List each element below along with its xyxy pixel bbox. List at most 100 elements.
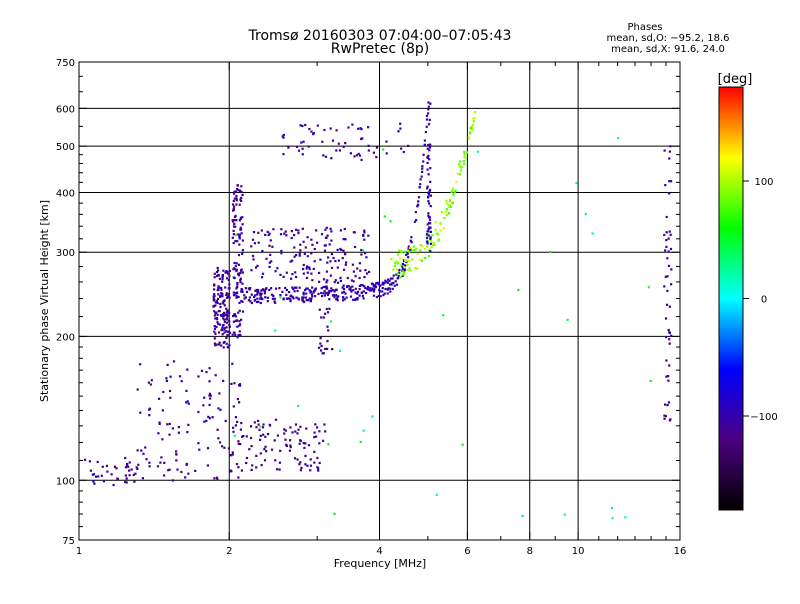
data-point — [133, 480, 136, 483]
data-point — [215, 343, 218, 346]
data-point — [217, 297, 220, 301]
data-point — [346, 276, 349, 280]
data-point — [237, 263, 240, 266]
data-point — [299, 249, 302, 252]
data-point — [263, 290, 266, 293]
data-point — [665, 215, 668, 219]
data-point — [379, 284, 382, 287]
y-tick-label: 75 — [62, 536, 75, 547]
data-point — [207, 415, 210, 418]
data-point — [293, 234, 296, 237]
data-point — [339, 229, 342, 232]
data-point — [430, 245, 433, 249]
data-point — [355, 154, 358, 157]
data-point — [208, 417, 211, 420]
data-point — [83, 458, 87, 461]
data-point — [222, 379, 225, 382]
data-point — [169, 396, 172, 399]
data-point — [452, 194, 455, 197]
data-point — [326, 347, 329, 350]
data-point — [239, 228, 243, 231]
data-point — [323, 423, 326, 426]
data-point — [442, 314, 445, 317]
data-point — [469, 127, 472, 130]
data-point — [322, 316, 325, 319]
data-point — [353, 155, 356, 158]
data-point — [250, 245, 253, 248]
data-point — [347, 284, 350, 288]
data-point — [442, 227, 445, 230]
data-point — [221, 274, 224, 277]
data-point — [261, 298, 264, 301]
data-point — [328, 243, 331, 246]
data-point — [354, 287, 357, 290]
data-point — [398, 271, 401, 274]
data-point — [255, 466, 258, 469]
data-point — [311, 279, 314, 282]
data-point — [145, 458, 148, 461]
data-point — [268, 232, 271, 235]
data-point — [264, 233, 267, 236]
data-point — [237, 384, 241, 387]
data-point — [160, 456, 163, 459]
data-point — [401, 266, 404, 269]
data-point — [375, 282, 378, 285]
data-point — [354, 298, 357, 301]
data-point — [268, 265, 271, 268]
data-point — [203, 396, 206, 399]
data-point — [610, 507, 613, 510]
data-point — [278, 468, 281, 471]
data-point — [327, 292, 331, 295]
data-point — [241, 193, 244, 197]
data-point — [213, 325, 216, 328]
data-point — [238, 237, 241, 240]
data-point — [213, 304, 216, 307]
data-point — [235, 203, 238, 206]
data-point — [237, 334, 240, 337]
data-point — [434, 220, 437, 224]
data-point — [162, 390, 165, 394]
data-point — [306, 464, 309, 467]
data-point — [281, 290, 284, 293]
data-point — [245, 456, 249, 460]
data-point — [341, 286, 344, 289]
data-point — [175, 450, 178, 453]
data-point — [124, 474, 127, 477]
data-point — [342, 249, 345, 252]
data-point — [228, 269, 231, 272]
data-point — [429, 102, 432, 105]
data-point — [427, 240, 430, 243]
data-point — [343, 290, 346, 293]
data-point — [318, 271, 321, 274]
data-point — [342, 287, 346, 290]
data-point — [427, 200, 430, 203]
data-point — [299, 469, 302, 472]
data-point — [337, 142, 340, 145]
data-point — [315, 435, 318, 438]
data-point — [239, 428, 242, 431]
data-point — [406, 269, 409, 272]
data-point — [240, 185, 243, 188]
data-point — [426, 147, 429, 150]
data-point — [329, 127, 332, 130]
data-point — [340, 248, 343, 251]
data-point — [319, 342, 322, 345]
data-point — [408, 250, 411, 253]
data-point — [325, 285, 328, 288]
data-point — [372, 151, 375, 154]
data-point — [649, 379, 652, 382]
data-point — [232, 241, 235, 245]
x-tick-label: 1 — [76, 546, 82, 557]
data-point — [449, 205, 452, 209]
data-point — [667, 379, 670, 382]
data-point — [234, 265, 237, 268]
data-point — [428, 248, 431, 251]
data-point — [223, 327, 226, 330]
data-point — [231, 451, 234, 454]
data-point — [205, 419, 208, 422]
data-point — [668, 230, 671, 233]
data-point — [344, 142, 347, 145]
data-point — [88, 460, 91, 463]
data-point — [232, 233, 235, 236]
data-point — [422, 153, 425, 156]
